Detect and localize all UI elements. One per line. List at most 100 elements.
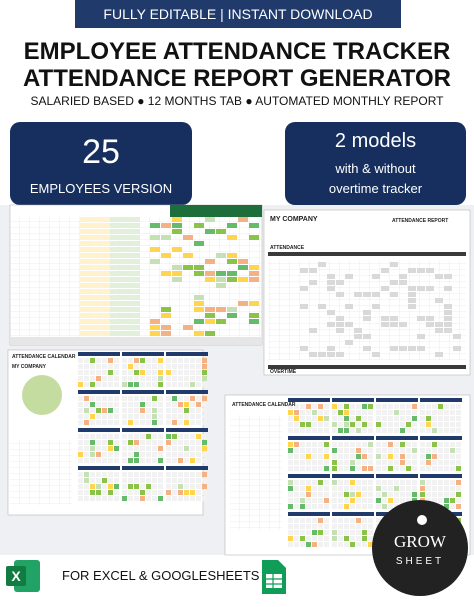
cell bbox=[152, 496, 157, 501]
cell bbox=[362, 498, 367, 503]
cell bbox=[406, 480, 411, 485]
cell bbox=[172, 396, 177, 401]
cell bbox=[312, 542, 317, 547]
cell bbox=[382, 486, 387, 491]
cell bbox=[114, 452, 119, 457]
cell bbox=[150, 247, 160, 252]
cell bbox=[140, 440, 145, 445]
cell bbox=[294, 492, 299, 497]
cell bbox=[363, 334, 371, 339]
cell bbox=[158, 408, 163, 413]
cell bbox=[417, 346, 425, 351]
cell bbox=[196, 458, 201, 463]
cell bbox=[122, 446, 127, 451]
cell bbox=[306, 460, 311, 465]
cell bbox=[114, 402, 119, 407]
cell bbox=[146, 484, 151, 489]
subtitle: SALARIED BASED ● 12 MONTHS TAB ● AUTOMAT… bbox=[30, 94, 444, 108]
cell bbox=[344, 498, 349, 503]
cell bbox=[80, 301, 110, 306]
cell bbox=[372, 352, 380, 357]
cell bbox=[432, 498, 437, 503]
cell bbox=[426, 448, 431, 453]
cell bbox=[338, 504, 343, 509]
cell bbox=[356, 504, 361, 509]
cell bbox=[288, 404, 293, 409]
cell bbox=[294, 466, 299, 471]
svg-text:X: X bbox=[11, 568, 21, 584]
cell bbox=[96, 440, 101, 445]
cell bbox=[318, 416, 323, 421]
cell bbox=[78, 382, 83, 387]
cell bbox=[400, 454, 405, 459]
cell bbox=[288, 542, 293, 547]
cell bbox=[108, 452, 113, 457]
cell bbox=[78, 446, 83, 451]
cell bbox=[450, 410, 455, 415]
cell bbox=[216, 277, 226, 282]
cell bbox=[306, 518, 311, 523]
cell bbox=[249, 313, 259, 318]
cell bbox=[166, 396, 171, 401]
cell bbox=[128, 408, 133, 413]
cell bbox=[408, 268, 416, 273]
cell bbox=[172, 420, 177, 425]
cell bbox=[202, 490, 207, 495]
cell bbox=[368, 518, 373, 523]
cell bbox=[140, 490, 145, 495]
cell bbox=[196, 420, 201, 425]
cell bbox=[420, 448, 425, 453]
cell bbox=[362, 404, 367, 409]
cell bbox=[294, 498, 299, 503]
cell bbox=[300, 492, 305, 497]
cell bbox=[394, 492, 399, 497]
cell bbox=[294, 486, 299, 491]
cell bbox=[363, 292, 371, 297]
cell bbox=[166, 466, 208, 470]
cell bbox=[122, 414, 127, 419]
cell bbox=[438, 480, 443, 485]
cell bbox=[184, 358, 189, 363]
cell bbox=[172, 434, 177, 439]
cell bbox=[420, 428, 425, 433]
cell bbox=[78, 402, 83, 407]
cell bbox=[408, 286, 416, 291]
cell bbox=[249, 301, 259, 306]
cell bbox=[90, 440, 95, 445]
cell bbox=[324, 460, 329, 465]
cell bbox=[444, 428, 449, 433]
cell bbox=[196, 396, 201, 401]
cell bbox=[318, 524, 323, 529]
cell bbox=[288, 448, 293, 453]
cell bbox=[78, 358, 83, 363]
cell bbox=[205, 277, 215, 282]
cell bbox=[102, 490, 107, 495]
cell bbox=[178, 472, 183, 477]
cell bbox=[122, 434, 127, 439]
cell bbox=[184, 434, 189, 439]
cell bbox=[80, 223, 110, 228]
cell bbox=[249, 235, 259, 240]
cell bbox=[318, 530, 323, 535]
cell bbox=[78, 478, 83, 483]
cell bbox=[312, 460, 317, 465]
cell bbox=[356, 498, 361, 503]
cell bbox=[438, 460, 443, 465]
cell bbox=[152, 382, 157, 387]
cell bbox=[435, 274, 443, 279]
cell bbox=[158, 370, 163, 375]
cell bbox=[294, 530, 299, 535]
cell bbox=[134, 408, 139, 413]
cell bbox=[350, 498, 355, 503]
cell bbox=[318, 304, 326, 309]
cell bbox=[238, 217, 248, 222]
cell bbox=[196, 496, 201, 501]
cell bbox=[122, 396, 127, 401]
cell bbox=[300, 346, 308, 351]
cell bbox=[205, 259, 215, 264]
cell bbox=[108, 446, 113, 451]
cell bbox=[435, 298, 443, 303]
cell bbox=[406, 454, 411, 459]
cell bbox=[356, 480, 361, 485]
banner: FULLY EDITABLE | INSTANT DOWNLOAD bbox=[103, 6, 373, 22]
